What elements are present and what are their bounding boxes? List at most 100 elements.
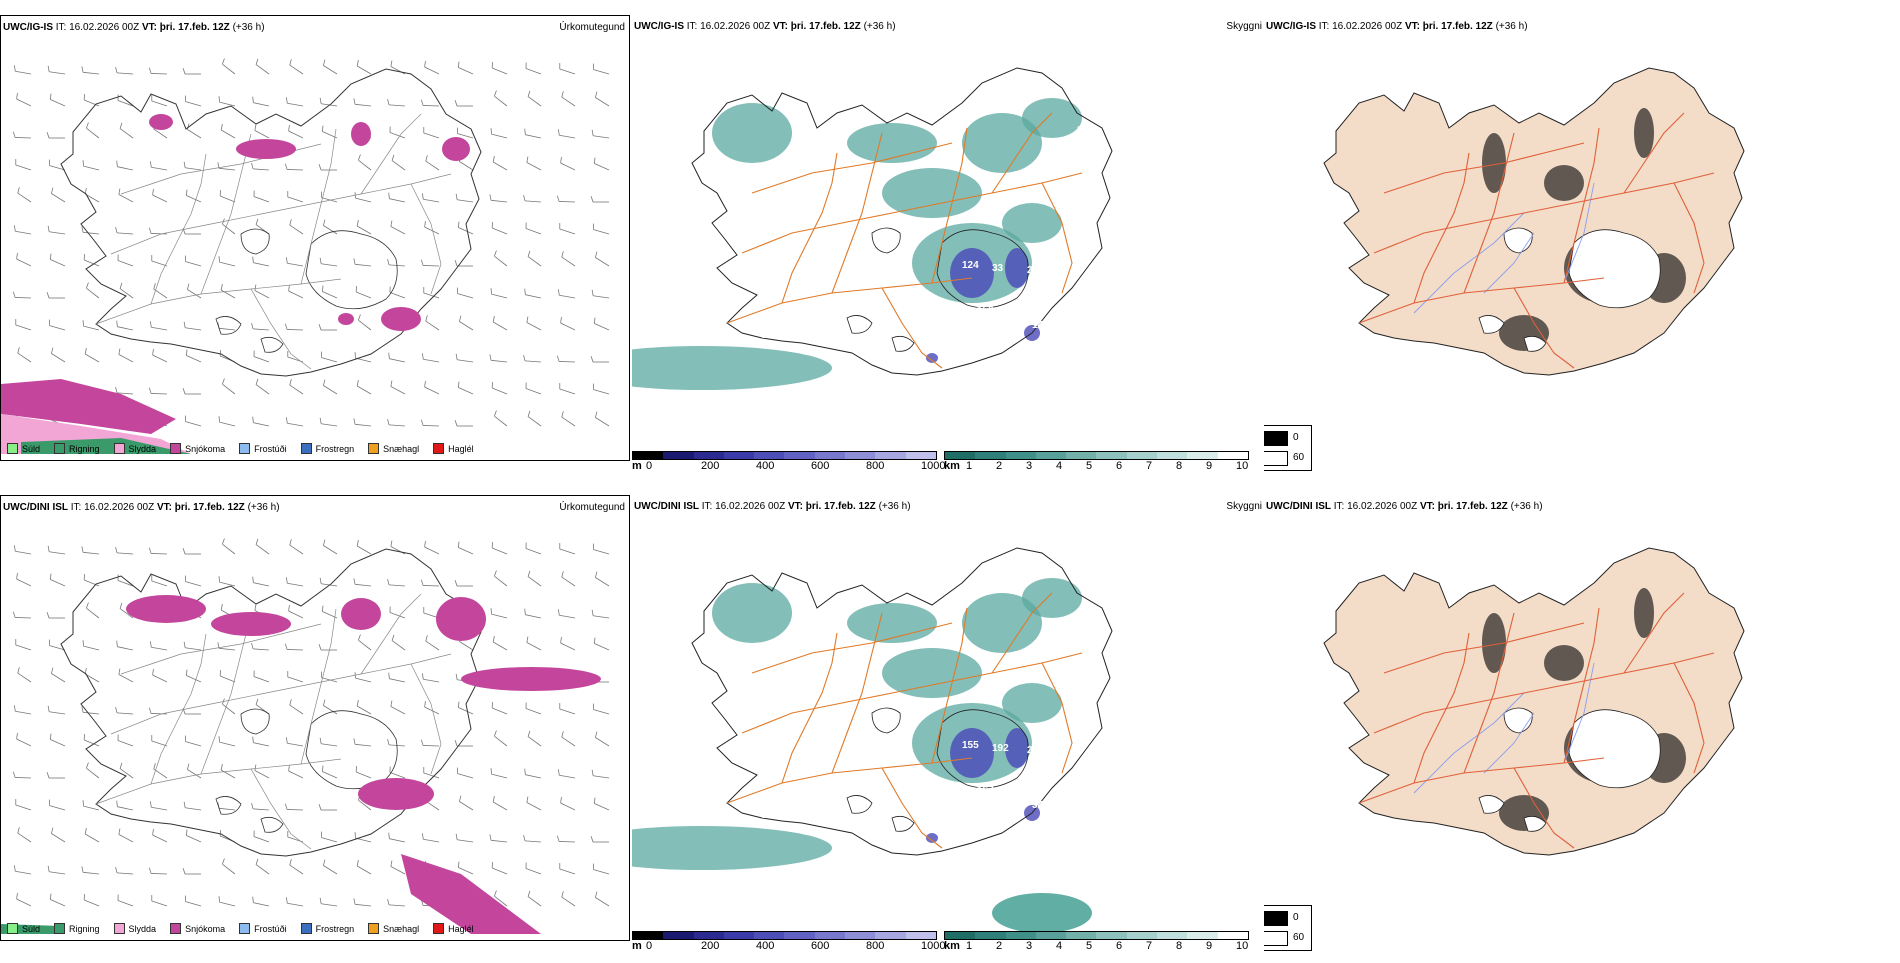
road (411, 184, 441, 294)
road (301, 129, 336, 284)
wind-barb (149, 68, 167, 74)
low-visibility-area (632, 826, 832, 870)
wind-barb (253, 737, 269, 746)
wind-barb (48, 706, 65, 714)
wind-barb (388, 419, 405, 426)
legend-label: Rigning (69, 924, 100, 934)
wind-barb (320, 258, 337, 266)
wind-barb (153, 669, 167, 682)
wind-barb (184, 802, 201, 810)
wind-barb (255, 765, 269, 778)
wind-barb (252, 323, 269, 330)
wind-barb (218, 802, 235, 810)
low-ceiling-area (950, 728, 994, 778)
wind-barb (320, 418, 337, 426)
wind-barb (116, 707, 133, 714)
wind-barb (491, 768, 507, 778)
colorbar-tick: 200 (701, 460, 719, 472)
wind-barb (354, 738, 371, 746)
wind-barb (526, 383, 541, 394)
wind-barb (354, 418, 371, 426)
wind-barb (319, 164, 337, 170)
low-ceiling-area (950, 248, 994, 298)
legend-swatch (54, 923, 65, 934)
snow-area (211, 612, 291, 636)
wind-barb (422, 833, 439, 842)
snow-area (126, 595, 206, 623)
wind-barb (51, 668, 65, 682)
wind-barb (593, 224, 609, 234)
wind-barb (594, 158, 609, 170)
wind-barb (592, 770, 609, 778)
wind-barb (493, 316, 507, 330)
wind-barb (319, 804, 337, 810)
panel-title: Úrkomutegund (559, 502, 625, 513)
wind-barb (593, 384, 609, 394)
wind-barb (526, 63, 541, 74)
wind-barb (17, 93, 31, 106)
wind-barb (18, 347, 31, 362)
wind-barb (285, 164, 303, 170)
colorbar-tick: 8 (1176, 940, 1182, 952)
colorbar-tick: 0 (646, 940, 652, 952)
wind-barb (490, 194, 507, 202)
wind-barb (290, 539, 303, 554)
fog-legend: 0 60 (1264, 905, 1312, 951)
ceiling-value-label: 340 (1032, 800, 1049, 811)
wind-barb (457, 768, 473, 778)
wind-barb (528, 251, 541, 266)
wind-barb (252, 643, 269, 650)
wind-barb (591, 196, 609, 202)
wind-barb (152, 735, 167, 746)
wind-barb (320, 738, 337, 746)
road (782, 633, 837, 783)
legend-swatch (239, 923, 250, 934)
low-visibility-area (1022, 578, 1082, 618)
visibility-colorbar-unit: km (944, 460, 960, 472)
legend-swatch (433, 923, 444, 934)
wind-barb (290, 379, 303, 394)
ceiling-colorbar-strip (632, 931, 937, 940)
wind-barb (256, 59, 269, 74)
wind-barb (426, 315, 439, 330)
wind-barb (492, 222, 507, 234)
wind-barb (561, 317, 575, 330)
colorbar-tick: 9 (1206, 940, 1212, 952)
precip-panel: UWC/DINI ISL IT: 16.02.2026 00Z VT: þri.… (0, 495, 630, 941)
wind-barb (286, 577, 303, 586)
wind-barb (117, 641, 133, 650)
wind-barb (562, 731, 575, 746)
wind-barb (557, 356, 575, 362)
ceiling-value-label: 14 (1032, 320, 1044, 331)
wind-barb (50, 574, 65, 586)
wind-barb (183, 868, 201, 874)
wind-barb (492, 542, 507, 554)
wind-barb (593, 864, 609, 874)
ceiling-value-label: 33 (992, 263, 1004, 274)
wind-barb (183, 388, 201, 394)
wind-barb (184, 642, 201, 650)
legend-label: Haglél (448, 924, 474, 934)
ceiling-value-label: 240 (1077, 125, 1094, 136)
ceiling-value-label: 41 (1012, 330, 1024, 341)
wind-barb (456, 194, 473, 202)
low-visibility-areas (632, 98, 1082, 390)
wind-barb (150, 321, 167, 330)
snow-area (236, 139, 296, 159)
wind-barb (118, 895, 133, 906)
wind-barb (149, 868, 167, 874)
legend-item: Snjókoma (170, 923, 225, 934)
legend-label: Snjókoma (185, 924, 225, 934)
wind-barb (222, 859, 235, 874)
low-visibility-area (847, 123, 937, 163)
colorbar-tick: 6 (1116, 460, 1122, 472)
colorbar-tick: 7 (1146, 940, 1152, 952)
wind-barb (319, 644, 337, 650)
ceiling-colorbar-unit: m (632, 940, 642, 952)
road (301, 609, 336, 764)
wind-barb (392, 635, 405, 650)
colorbar-tick: 2 (996, 460, 1002, 472)
